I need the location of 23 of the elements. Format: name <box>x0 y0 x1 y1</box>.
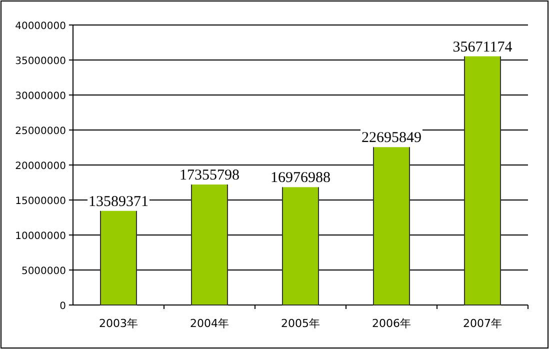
data-label: 17355798 <box>180 168 240 184</box>
data-label: 35671174 <box>452 39 513 56</box>
bar <box>191 183 228 306</box>
data-label: 13589371 <box>88 194 148 210</box>
x-tick-label: 2006年 <box>372 317 411 330</box>
bar <box>373 146 410 306</box>
data-label: 16976988 <box>270 170 330 186</box>
y-tick-label: 40000000 <box>15 21 66 32</box>
y-tick-label: 5000000 <box>21 266 66 277</box>
y-tick-label: 30000000 <box>15 91 66 102</box>
y-tick-label: 25000000 <box>15 126 66 137</box>
x-tick-label: 2005年 <box>281 317 320 330</box>
bar <box>282 186 319 306</box>
y-tick-label: 35000000 <box>15 56 66 67</box>
data-label: 22695849 <box>362 130 422 146</box>
x-tick-label: 2003年 <box>99 317 138 330</box>
y-tick-label: 15000000 <box>15 196 66 207</box>
y-tick-label: 0 <box>60 301 66 312</box>
x-tick-label: 2007年 <box>463 317 502 330</box>
x-tick-label: 2004年 <box>190 317 229 330</box>
y-tick-label: 10000000 <box>15 231 66 242</box>
y-tick-label: 20000000 <box>15 161 66 172</box>
bar <box>464 54 501 306</box>
